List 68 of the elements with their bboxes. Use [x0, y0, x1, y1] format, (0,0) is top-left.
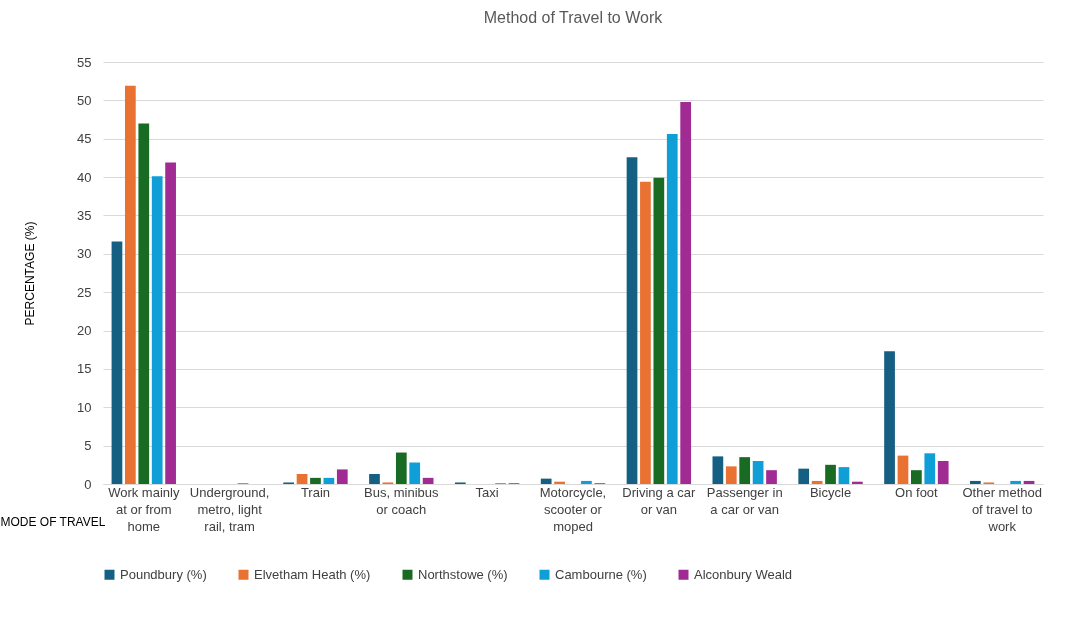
bar [666, 134, 678, 484]
bar [151, 176, 163, 484]
bar [422, 477, 434, 484]
chart-title: Method of Travel to Work [483, 9, 664, 26]
bar [884, 351, 895, 484]
bar [296, 474, 308, 484]
y-tick-label: 10 [77, 399, 92, 415]
bar [1023, 480, 1035, 484]
bar [640, 181, 651, 484]
bar [838, 467, 850, 484]
legend-label: Alconbury Weald [694, 566, 793, 582]
y-tick-label: 40 [77, 169, 92, 185]
y-tick-label: 45 [77, 131, 92, 147]
bar [739, 457, 751, 484]
legend-label: Cambourne (%) [555, 566, 647, 582]
bar [798, 468, 810, 484]
x-tick-label: Taxi [475, 484, 499, 500]
bar [937, 460, 949, 484]
bar [323, 477, 335, 484]
x-tick-label: Bicycle [809, 484, 852, 500]
bar [581, 480, 592, 484]
bar [165, 162, 176, 484]
bar [924, 453, 936, 484]
bar [540, 478, 552, 484]
x-tick-label: Work mainly at or from home [108, 484, 180, 534]
x-tick-label: Motorcycle, scooter or moped [539, 484, 607, 534]
x-tick-label: Driving a car or van [622, 484, 696, 517]
bar [766, 470, 777, 484]
bar [409, 462, 421, 484]
x-tick-label: Underground, metro, light rail, tram [189, 484, 270, 534]
y-tick-label: 35 [77, 207, 92, 223]
legend-label: Northstowe (%) [418, 566, 508, 582]
bar [911, 470, 922, 484]
bar [725, 466, 737, 484]
bar [336, 469, 348, 484]
bar [111, 241, 123, 484]
bar [310, 477, 321, 484]
bar [680, 101, 692, 484]
bar [970, 480, 981, 484]
x-axis-title: MODE OF TRAVEL [0, 514, 106, 529]
bar [626, 157, 638, 484]
bar [125, 85, 136, 484]
bar [825, 464, 836, 484]
x-tick-label: On foot [895, 484, 939, 500]
bar [811, 480, 823, 484]
y-tick-label: 50 [77, 92, 92, 108]
bar [138, 123, 150, 484]
y-tick-label: 30 [77, 246, 92, 262]
bar [653, 177, 665, 484]
x-tick-label: Other method of travel to work [962, 484, 1042, 534]
x-tick-label: Train [300, 484, 331, 500]
y-tick-label: 55 [77, 54, 92, 70]
y-tick-label: 0 [84, 476, 92, 492]
y-axis-title: PERCENTAGE (%) [23, 221, 38, 326]
bar [395, 452, 407, 484]
legend-label: Poundbury (%) [120, 566, 207, 582]
y-tick-label: 15 [77, 361, 92, 377]
legend-label: Elvetham Heath (%) [254, 566, 371, 582]
y-tick-label: 25 [77, 284, 92, 300]
x-tick-label: Bus, minibus or coach [364, 484, 440, 517]
bar [369, 474, 380, 484]
bar [897, 455, 909, 484]
y-tick-label: 5 [84, 438, 92, 454]
bar [1010, 480, 1021, 484]
x-tick-label: Passenger in a car or van [706, 484, 783, 517]
bar [712, 456, 724, 484]
y-tick-label: 20 [77, 323, 92, 339]
bar [752, 460, 764, 484]
